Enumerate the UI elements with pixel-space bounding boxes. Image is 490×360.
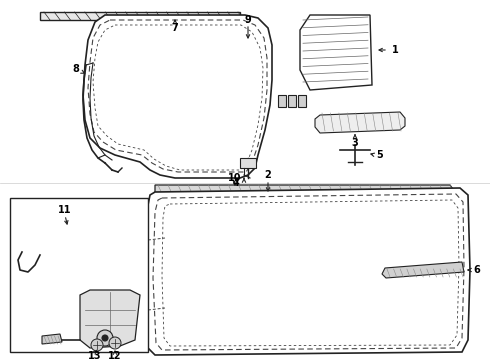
Polygon shape (145, 188, 470, 355)
Text: 9: 9 (245, 15, 251, 25)
Polygon shape (80, 290, 140, 348)
Polygon shape (298, 95, 306, 107)
Text: 10: 10 (228, 173, 242, 183)
Polygon shape (300, 15, 372, 90)
Polygon shape (278, 95, 286, 107)
Circle shape (109, 337, 121, 349)
Polygon shape (155, 185, 458, 196)
Polygon shape (240, 158, 256, 168)
Text: 7: 7 (172, 23, 178, 33)
Circle shape (97, 330, 113, 346)
Text: 3: 3 (352, 138, 358, 148)
Text: 2: 2 (265, 170, 271, 180)
Polygon shape (42, 334, 62, 344)
Polygon shape (382, 262, 464, 278)
Polygon shape (315, 112, 405, 133)
Circle shape (91, 339, 103, 351)
Text: 4: 4 (233, 178, 240, 188)
Polygon shape (10, 198, 148, 352)
Text: 13: 13 (88, 351, 102, 360)
Circle shape (102, 335, 108, 341)
Text: 1: 1 (392, 45, 398, 55)
Polygon shape (288, 95, 296, 107)
Text: 12: 12 (108, 351, 122, 360)
Text: 8: 8 (73, 64, 79, 74)
Polygon shape (83, 15, 272, 178)
Text: 5: 5 (377, 150, 383, 160)
Text: 6: 6 (474, 265, 480, 275)
Text: 11: 11 (58, 205, 72, 215)
Polygon shape (40, 12, 240, 20)
